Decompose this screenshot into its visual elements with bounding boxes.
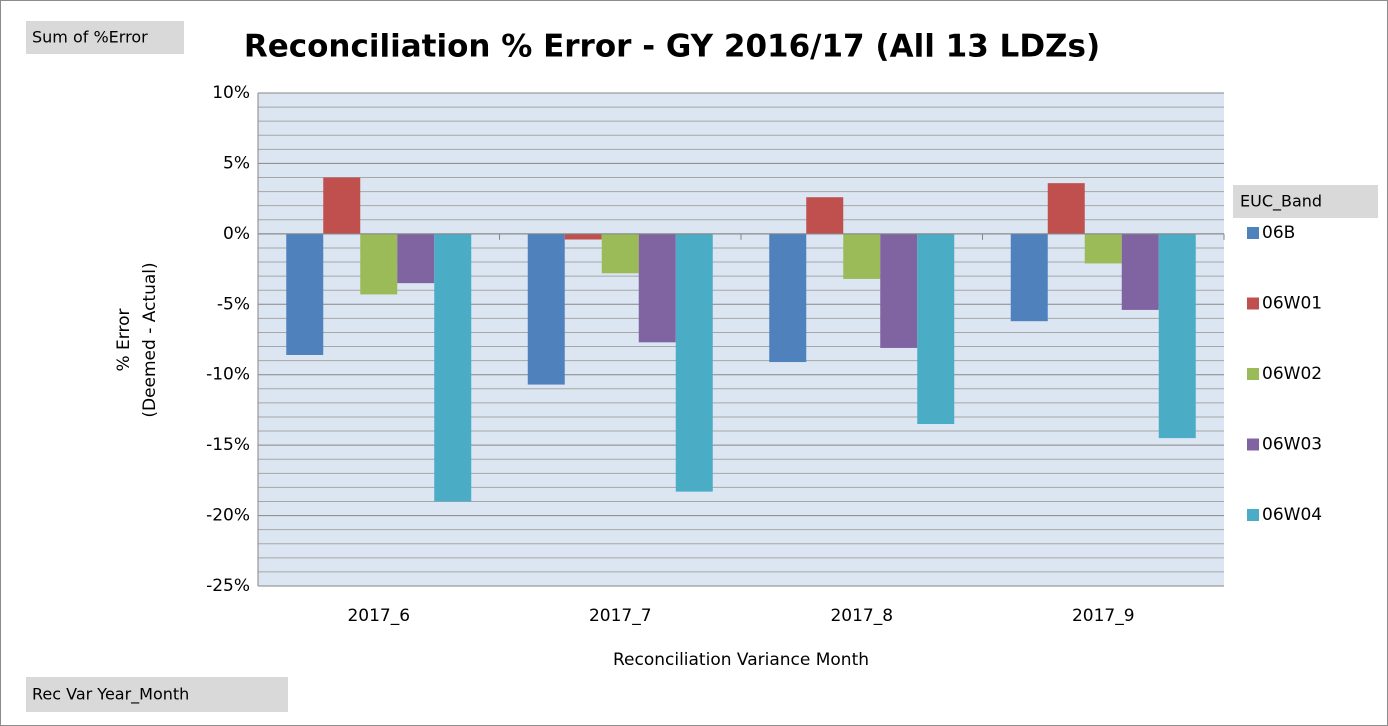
plot-area	[258, 93, 1224, 586]
bar	[397, 233, 435, 284]
bar	[323, 177, 361, 234]
legend-swatch	[1247, 227, 1259, 239]
value-field-button[interactable]	[26, 21, 184, 54]
bar	[675, 233, 713, 492]
bar	[1010, 233, 1048, 322]
x-tick-label: 2017_6	[347, 606, 410, 626]
bar	[527, 233, 565, 385]
y-tick-label: 10%	[212, 83, 250, 103]
bar	[601, 233, 639, 274]
y-tick-label: -25%	[206, 576, 250, 596]
legend-swatch	[1247, 509, 1259, 521]
legend-field-button[interactable]	[1233, 185, 1378, 218]
axis-field-button[interactable]	[26, 677, 288, 712]
y-tick-label: 5%	[223, 153, 250, 173]
bar	[1158, 233, 1196, 439]
y-tick-label: -15%	[206, 435, 250, 455]
y-axis-title: (Deemed - Actual)	[140, 262, 160, 417]
x-tick-label: 2017_9	[1072, 606, 1135, 626]
bar	[434, 233, 472, 502]
bar	[917, 233, 955, 425]
bar	[843, 233, 881, 279]
legend-label: 06W02	[1262, 364, 1322, 384]
legend-label: 06B	[1262, 223, 1295, 243]
legend-label: 06W03	[1262, 435, 1322, 455]
bar	[1084, 233, 1122, 264]
bar	[286, 233, 324, 355]
legend-swatch	[1247, 297, 1259, 310]
legend-field-label: EUC_Band	[1240, 192, 1322, 212]
y-axis-title: % Error	[114, 308, 134, 371]
bar	[360, 233, 398, 295]
bar	[1121, 233, 1159, 310]
x-tick-label: 2017_7	[589, 606, 652, 626]
y-tick-label: -5%	[217, 294, 250, 314]
bar	[638, 233, 676, 343]
x-tick-label: 2017_8	[830, 606, 893, 626]
y-tick-label: -10%	[206, 365, 250, 385]
axis-field-label: Rec Var Year_Month	[32, 685, 189, 705]
y-tick-label: 0%	[223, 224, 250, 244]
bar	[806, 197, 844, 234]
bar	[1047, 183, 1085, 234]
y-tick-label: -20%	[206, 506, 250, 526]
x-axis-title: Reconciliation Variance Month	[613, 650, 869, 670]
legend-swatch	[1247, 438, 1259, 451]
legend-label: 06W01	[1262, 294, 1322, 314]
legend-swatch	[1247, 368, 1259, 380]
value-field-label: Sum of %Error	[32, 28, 148, 47]
bar	[564, 233, 602, 240]
bar	[769, 233, 807, 363]
chart-title: Reconciliation % Error - GY 2016/17 (All…	[244, 29, 1100, 65]
legend-label: 06W04	[1262, 505, 1322, 525]
bar	[880, 233, 918, 348]
